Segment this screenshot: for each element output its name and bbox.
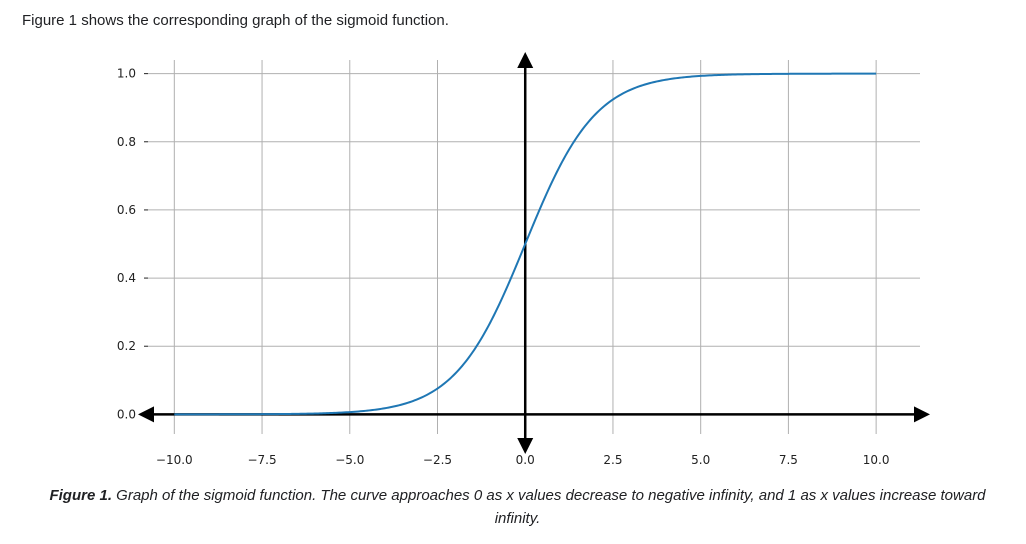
x-tick-label: 0.0 <box>516 453 535 467</box>
x-tick-label: 7.5 <box>779 453 798 467</box>
caption-text: Graph of the sigmoid function. The curve… <box>111 487 986 527</box>
y-tick-label: 0.2 <box>117 339 136 353</box>
x-tick-label: −5.0 <box>335 453 364 467</box>
x-tick-label: 5.0 <box>691 453 710 467</box>
y-ticks: 0.0 0.2 0.4 0.6 0.8 1.0 <box>117 67 148 421</box>
caption-label: Figure 1. <box>49 487 112 504</box>
x-axis-right-arrow <box>914 406 930 423</box>
y-axis-up-arrow <box>517 52 534 68</box>
y-tick-label: 0.6 <box>117 203 136 217</box>
y-tick-label: 0.4 <box>117 271 136 285</box>
grid <box>148 60 920 434</box>
chart-svg: 0.0 0.2 0.4 0.6 0.8 1.0 −10.0 −7.5 −5.0 −2.5 0.0 2… <box>117 52 930 467</box>
intro-paragraph: Figure 1 shows the corresponding graph o… <box>22 12 449 29</box>
x-axis-left-arrow <box>138 406 154 423</box>
figure-caption: Figure 1. Graph of the sigmoid function.… <box>30 484 1005 530</box>
y-tick-label: 0.0 <box>117 407 136 421</box>
x-tick-label: 2.5 <box>603 453 622 467</box>
axes <box>138 52 930 454</box>
y-tick-label: 0.8 <box>117 135 136 149</box>
y-tick-label: 1.0 <box>117 67 136 81</box>
series <box>174 72 877 416</box>
x-tick-label: −2.5 <box>423 453 452 467</box>
y-axis-down-arrow <box>517 438 534 454</box>
x-tick-label: −7.5 <box>247 453 276 467</box>
sigmoid-curve <box>174 72 877 416</box>
x-tick-label: 10.0 <box>863 453 890 467</box>
x-ticks: −10.0 −7.5 −5.0 −2.5 0.0 2.5 5.0 7.5 10.0 <box>156 453 890 467</box>
sigmoid-chart: 0.0 0.2 0.4 0.6 0.8 1.0 −10.0 −7.5 −5.0 −2.5 0.0 2… <box>0 40 1026 480</box>
x-tick-label: −10.0 <box>156 453 193 467</box>
